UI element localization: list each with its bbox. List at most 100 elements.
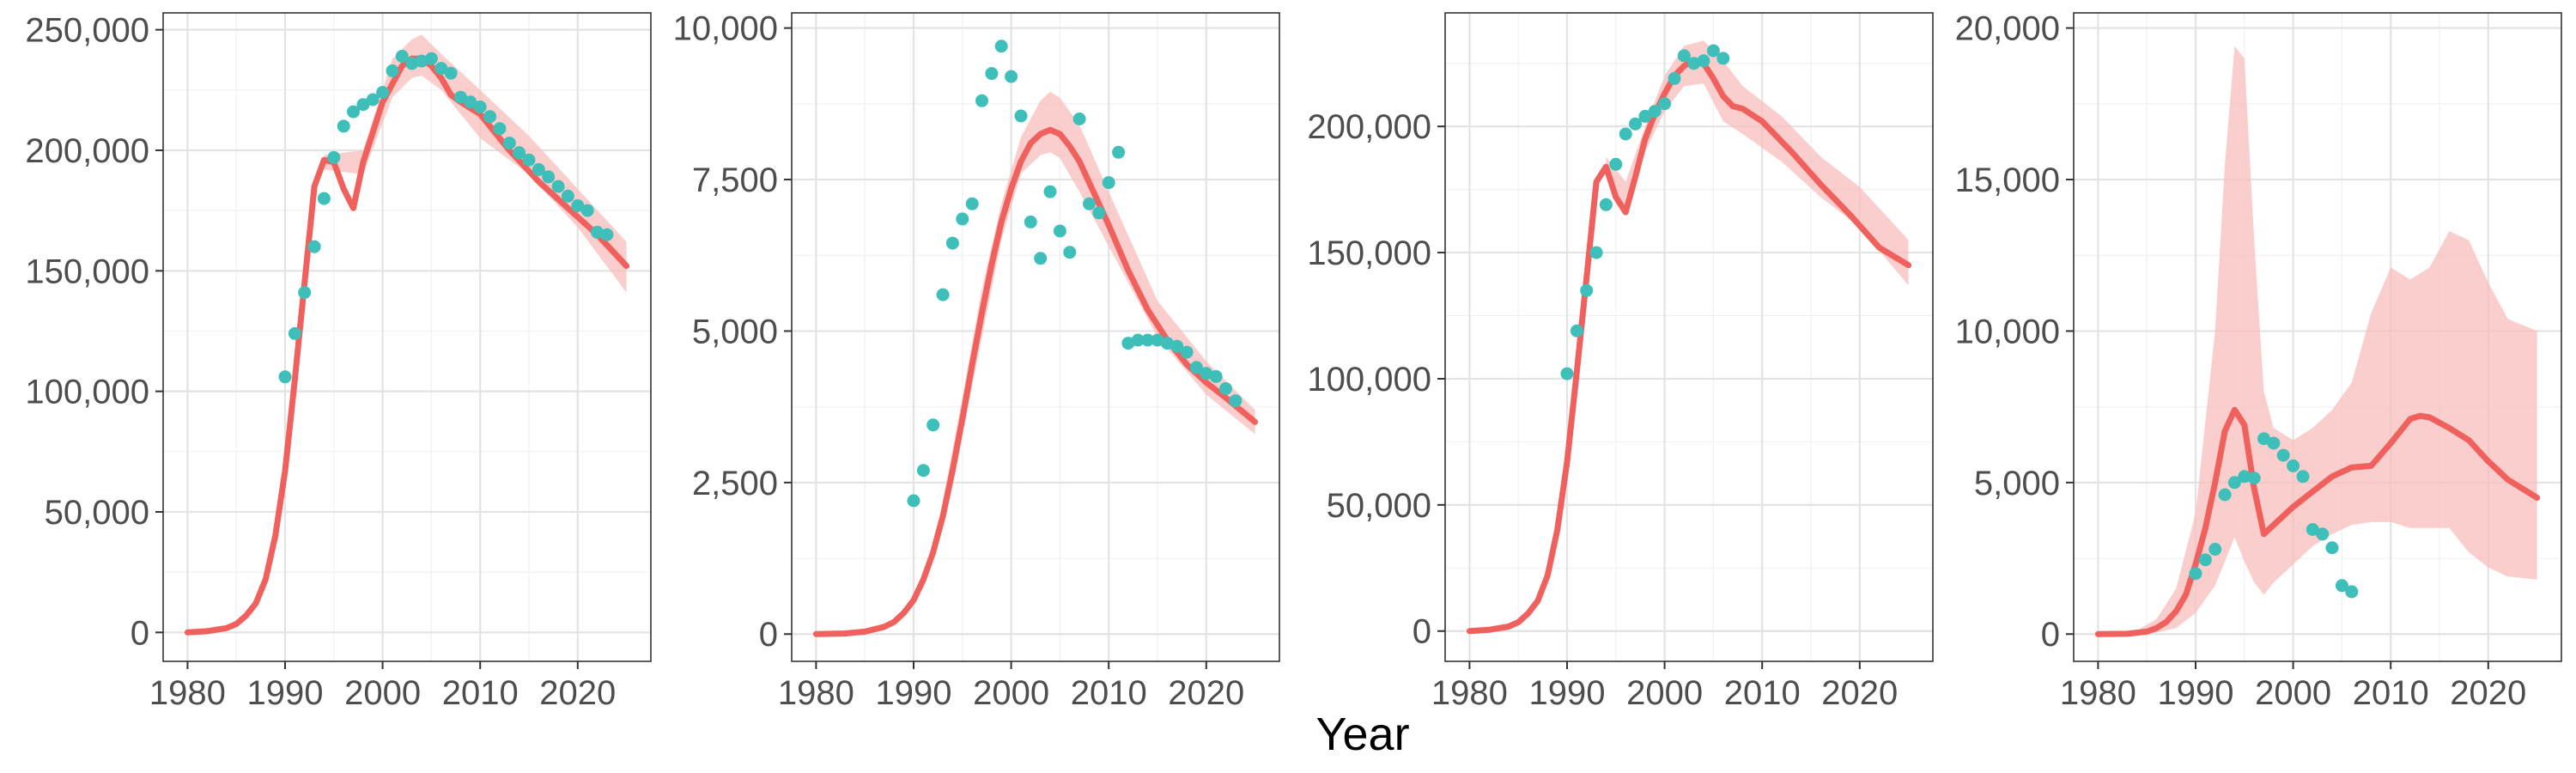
y-tick-label: 7,500 (692, 161, 778, 199)
observed-point (1677, 49, 1691, 63)
observed-point (1560, 367, 1574, 380)
observed-point (1209, 369, 1223, 383)
observed-point (975, 94, 988, 107)
x-axis: 1980 1990 2000 2010 2020 (2060, 661, 2526, 712)
y-tick-label: 50,000 (1327, 487, 1431, 525)
y-tick-label: 0 (131, 614, 149, 652)
y-tick-label: 150,000 (1307, 234, 1431, 272)
observed-point (444, 66, 458, 80)
observed-point (2198, 553, 2212, 567)
observed-point (522, 153, 536, 167)
observed-point (2287, 459, 2300, 472)
panel-3: 0 50,000 100,000 150,000 200,000 1980 1990 2000… (1307, 12, 1934, 712)
observed-point (2345, 585, 2359, 599)
observed-point (2335, 579, 2348, 593)
confidence-band (943, 91, 1255, 526)
x-tick-label: 1990 (2158, 674, 2234, 712)
observed-point (1200, 367, 1213, 380)
observed-point (1697, 54, 1710, 68)
observed-point (1112, 145, 1126, 159)
observed-point (1024, 215, 1037, 228)
observed-point (493, 122, 507, 136)
observed-point (502, 137, 516, 150)
x-tick-label: 1990 (1529, 674, 1606, 712)
observed-point (2296, 470, 2310, 484)
x-tick-label: 2010 (1724, 674, 1801, 712)
observed-point (1599, 198, 1613, 211)
x-tick-label: 2010 (2353, 674, 2429, 712)
observed-point (2306, 523, 2319, 536)
observed-point (1638, 109, 1652, 123)
plot-area (184, 34, 630, 636)
observed-point (434, 62, 448, 76)
observed-point (483, 110, 497, 124)
y-axis: 0 50,000 100,000 150,000 200,000 250,000 (25, 12, 163, 652)
y-tick-label: 50,000 (45, 494, 149, 532)
x-tick-label: 2010 (1071, 674, 1147, 712)
observed-point (1629, 117, 1642, 131)
confidence-band (324, 34, 627, 293)
observed-point (1014, 109, 1028, 123)
observed-point (1121, 337, 1135, 350)
panel-border (162, 12, 652, 662)
observed-point (1102, 176, 1115, 190)
observed-point (1043, 185, 1057, 198)
x-tick-label: 1990 (876, 674, 952, 712)
y-tick-label: 5,000 (1974, 465, 2060, 502)
observed-points (278, 50, 614, 384)
observed-point (1180, 345, 1194, 359)
x-tick-label: 2020 (1168, 674, 1244, 712)
y-tick-label: 200,000 (1307, 108, 1431, 146)
observed-point (571, 199, 585, 212)
y-tick-label: 0 (759, 616, 778, 654)
x-tick-label: 1980 (778, 674, 854, 712)
y-tick-label: 10,000 (673, 10, 778, 48)
observed-point (1189, 361, 1203, 374)
observed-point (551, 180, 565, 193)
plot-area (2094, 46, 2541, 637)
panel-4: 0 5,000 10,000 15,000 20,000 1980 1990 2000 2010… (1955, 10, 2562, 712)
observed-point (985, 67, 999, 81)
observed-point (473, 100, 487, 113)
observed-point (1005, 70, 1018, 83)
x-tick-label: 1980 (149, 674, 226, 712)
observed-point (994, 40, 1008, 53)
observed-point (298, 286, 312, 300)
panel-border (791, 12, 1280, 662)
observed-point (956, 212, 969, 226)
observed-point (1619, 127, 1632, 141)
observed-point (927, 418, 940, 432)
observed-point (1580, 283, 1594, 297)
x-tick-label: 1990 (247, 674, 324, 712)
y-tick-label: 5,000 (692, 313, 778, 350)
observed-point (2189, 567, 2202, 581)
observed-points (1560, 44, 1730, 380)
observed-point (1170, 339, 1184, 353)
observed-point (1668, 71, 1681, 85)
gridlines (163, 13, 651, 661)
y-tick-label: 20,000 (1955, 10, 2060, 48)
x-tick-label: 2000 (1626, 674, 1703, 712)
observed-point (415, 54, 428, 68)
confidence-band (1606, 40, 1909, 286)
fitted-line (2094, 406, 2541, 637)
panel-border (1444, 12, 1934, 662)
observed-point (288, 326, 301, 340)
observed-point (1219, 382, 1232, 395)
x-axis: 1980 1990 2000 2010 2020 (778, 661, 1244, 712)
observed-point (1648, 105, 1662, 119)
x-tick-label: 2020 (539, 674, 616, 712)
observed-point (965, 197, 979, 210)
y-tick-label: 10,000 (1955, 313, 2060, 350)
observed-point (1706, 44, 1720, 58)
observed-point (916, 464, 930, 478)
x-tick-label: 2020 (2450, 674, 2526, 712)
observed-point (580, 204, 594, 217)
fitted-line (184, 55, 630, 636)
observed-point (945, 236, 959, 250)
fitted-line (1466, 58, 1912, 635)
y-tick-label: 150,000 (25, 253, 149, 290)
observed-point (1609, 157, 1623, 171)
